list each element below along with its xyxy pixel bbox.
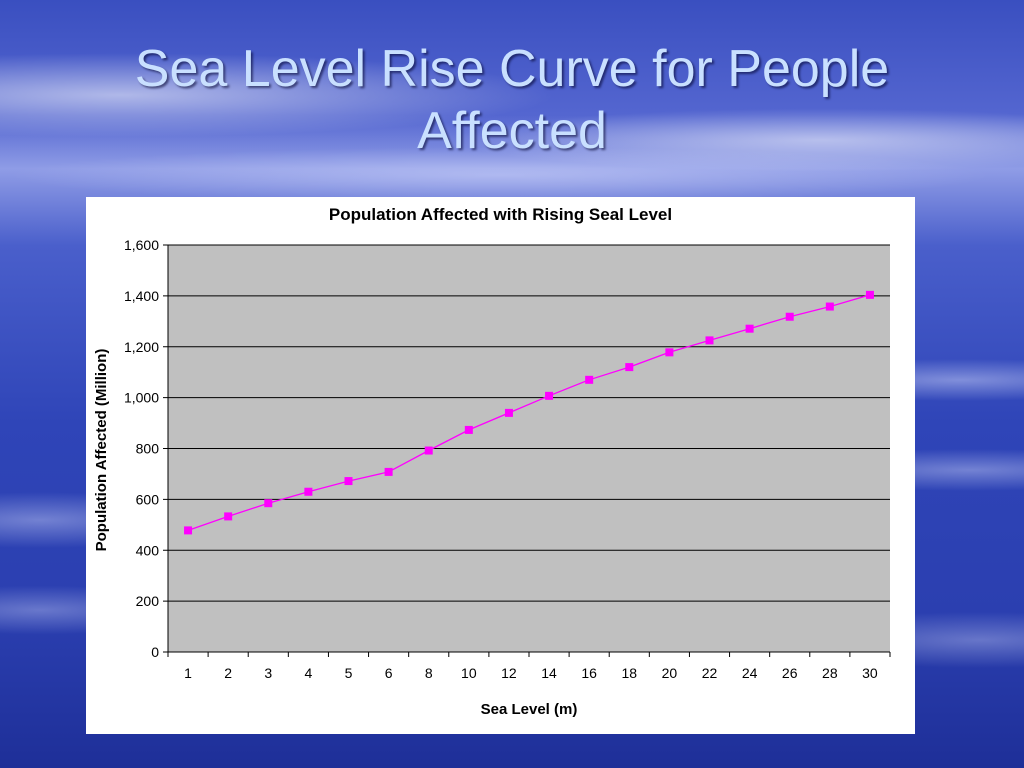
- grid-lines: [168, 244, 890, 602]
- y-tick-label: 400: [136, 542, 160, 558]
- y-tick-label: 1,200: [124, 339, 159, 355]
- x-tick-label: 28: [822, 665, 838, 681]
- data-point-marker: [424, 446, 433, 455]
- x-tick-label: 10: [461, 665, 477, 681]
- slide-title-line2: Affected: [417, 102, 607, 160]
- x-tick-label: 30: [862, 665, 878, 681]
- x-tick-label: 8: [425, 665, 433, 681]
- x-tick-label: 14: [541, 665, 557, 681]
- x-tick-label: 3: [264, 665, 272, 681]
- data-point-marker: [344, 477, 353, 486]
- x-axis-title: Sea Level (m): [481, 701, 578, 718]
- data-point-marker: [585, 375, 594, 384]
- chart-panel: Population Affected with Rising Seal Lev…: [86, 197, 915, 734]
- y-axis-title: Population Affected (Million): [93, 349, 110, 552]
- y-tick-label: 1,600: [124, 237, 159, 253]
- data-point-marker: [825, 302, 834, 311]
- data-point-marker: [705, 336, 714, 345]
- x-tick-label: 6: [385, 665, 393, 681]
- series-line: [187, 294, 871, 532]
- x-tick-label: 24: [742, 665, 758, 681]
- data-point-marker: [384, 467, 393, 476]
- data-point-marker: [745, 324, 754, 333]
- data-point-marker: [264, 499, 273, 508]
- data-point-marker: [464, 425, 473, 434]
- y-tick-label: 0: [151, 644, 159, 660]
- data-point-marker: [625, 363, 634, 372]
- x-tick-label: 1: [184, 665, 192, 681]
- slide-title: Sea Level Rise Curve for People Affected: [0, 38, 1024, 162]
- x-tick-label: 18: [621, 665, 637, 681]
- data-point-marker: [304, 487, 313, 496]
- x-tick-label: 22: [702, 665, 718, 681]
- data-point-marker: [184, 526, 193, 535]
- y-tick-label: 1,400: [124, 288, 159, 304]
- x-tick-label: 4: [304, 665, 312, 681]
- data-series: [184, 290, 874, 535]
- data-point-marker: [545, 391, 554, 400]
- x-tick-label: 2: [224, 665, 232, 681]
- data-point-marker: [504, 408, 513, 417]
- x-tick-label: 20: [662, 665, 678, 681]
- y-tick-label: 600: [136, 491, 160, 507]
- y-tick-label: 1,000: [124, 390, 159, 406]
- chart-title: Population Affected with Rising Seal Lev…: [328, 205, 673, 224]
- y-tick-label: 800: [136, 441, 160, 457]
- y-tick-label: 200: [136, 593, 160, 609]
- data-point-marker: [665, 348, 674, 357]
- data-point-marker: [785, 312, 794, 321]
- slide-title-line1: Sea Level Rise Curve for People: [134, 40, 890, 98]
- x-tick-label: 26: [782, 665, 798, 681]
- x-tick-label: 5: [345, 665, 353, 681]
- x-tick-label: 12: [501, 665, 517, 681]
- data-point-marker: [865, 290, 874, 299]
- data-point-marker: [224, 512, 233, 521]
- x-tick-label: 16: [581, 665, 597, 681]
